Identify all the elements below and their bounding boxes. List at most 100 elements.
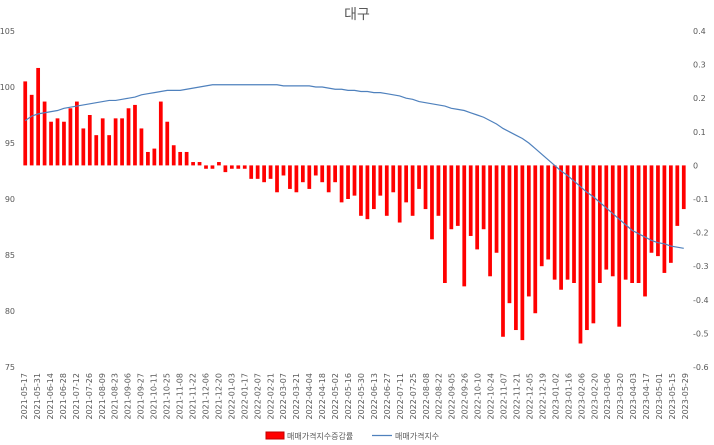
x-tick-label: 2021-05-31 [33, 373, 42, 420]
x-tick-label: 2021-09-06 [124, 373, 133, 420]
bar [81, 128, 86, 166]
x-tick-label: 2022-05-30 [357, 373, 366, 420]
left-tick-label: 80 [5, 307, 15, 316]
chart-title: 대구 [344, 7, 370, 23]
bar [559, 165, 563, 290]
bar [107, 135, 112, 166]
bar [488, 165, 492, 277]
bar [191, 162, 195, 166]
bar [552, 165, 557, 280]
bar [539, 165, 544, 267]
x-tick-label: 2022-03-21 [292, 373, 301, 420]
x-tick-label: 2021-08-09 [98, 373, 107, 420]
bar [681, 165, 686, 210]
left-axis: 75 80 85 90 95 100 105 [0, 27, 15, 372]
bar [604, 165, 609, 270]
bar [391, 165, 396, 193]
x-tick-label: 2022-10-24 [487, 373, 496, 420]
x-tick-label: 2021-06-14 [46, 373, 55, 420]
x-tick-label: 2023-02-06 [577, 373, 586, 420]
bar [404, 165, 409, 203]
bar [501, 165, 505, 337]
bar [229, 165, 234, 169]
x-tick-label: 2021-08-23 [111, 373, 120, 420]
x-axis: 2021-05-17 2021-05-31 2021-06-14 2021-06-28… [20, 373, 690, 420]
x-tick-label: 2023-04-03 [629, 373, 638, 420]
x-tick-label: 2022-02-07 [253, 373, 262, 420]
x-tick-label: 2023-01-16 [564, 373, 573, 420]
bar [36, 67, 41, 166]
bar [210, 165, 215, 169]
right-tick-label: 0 [693, 161, 698, 170]
x-tick-label: 2022-05-16 [344, 373, 353, 420]
right-axis: -0.6 -0.5 -0.4 -0.3 -0.2 -0.1 0 0.1 0.2 0.3 0.4 [693, 27, 709, 372]
bar [100, 118, 105, 166]
line-layer [24, 84, 684, 249]
bar [636, 165, 641, 283]
x-tick-label: 2022-09-26 [461, 373, 470, 420]
bar [307, 165, 312, 189]
x-tick-label: 2021-12-20 [214, 373, 223, 420]
bar [204, 165, 208, 169]
x-tick-label: 2022-09-05 [448, 373, 457, 420]
bar [468, 165, 473, 236]
bar [630, 165, 634, 283]
x-tick-label: 2023-01-02 [551, 373, 560, 420]
bar [255, 165, 260, 179]
bar [675, 165, 680, 226]
bar [275, 165, 279, 193]
bar [236, 165, 241, 169]
bar [572, 165, 576, 283]
x-tick-label: 2023-03-06 [603, 373, 612, 420]
bar [359, 165, 363, 216]
bar [565, 165, 570, 280]
right-tick-label: -0.4 [693, 296, 709, 305]
bar [133, 104, 137, 166]
bar [165, 121, 170, 166]
bar [178, 151, 183, 166]
right-tick-label: -0.6 [693, 363, 709, 372]
bar [339, 165, 344, 203]
bar [430, 165, 434, 240]
legend-label-bar: 매매가격지수증감률 [287, 431, 353, 441]
bar [462, 165, 467, 287]
bar [610, 165, 615, 277]
x-tick-label: 2021-06-28 [59, 373, 68, 420]
x-tick-label: 2023-05-29 [681, 373, 690, 420]
bar [320, 165, 325, 183]
x-tick-label: 2023-03-20 [616, 373, 625, 420]
x-tick-label: 2022-07-11 [396, 373, 405, 420]
x-tick-label: 2022-03-07 [279, 373, 288, 420]
x-tick-label: 2022-05-02 [331, 373, 340, 420]
bar [262, 165, 266, 183]
right-tick-label: 0.4 [693, 27, 706, 36]
bar [300, 165, 305, 183]
right-tick-label: -0.5 [693, 329, 709, 338]
x-tick-label: 2022-12-19 [538, 373, 547, 420]
bar [417, 165, 421, 189]
bar [475, 165, 480, 250]
x-tick-label: 2022-06-13 [370, 373, 379, 420]
bar [507, 165, 512, 304]
x-tick-label: 2021-07-26 [85, 373, 94, 420]
x-tick-label: 2022-07-25 [409, 373, 418, 420]
bar [139, 128, 144, 166]
legend-swatch-bar [265, 431, 285, 440]
bar [87, 115, 92, 166]
left-tick-label: 95 [5, 139, 15, 148]
x-tick-label: 2021-09-27 [137, 373, 146, 420]
bar [55, 118, 60, 166]
x-tick-label: 2021-05-17 [20, 373, 29, 420]
x-tick-label: 2022-02-21 [266, 373, 275, 420]
x-tick-label: 2023-05-15 [668, 373, 677, 420]
x-tick-label: 2022-01-17 [240, 373, 249, 420]
x-tick-label: 2021-11-08 [176, 373, 185, 420]
x-tick-label: 2023-04-17 [642, 373, 651, 420]
bar [171, 145, 176, 166]
left-tick-label: 85 [5, 251, 15, 260]
bar [585, 165, 589, 331]
x-tick-label: 2023-02-20 [590, 373, 599, 420]
x-tick-label: 2022-04-18 [318, 373, 327, 420]
bar [449, 165, 454, 230]
